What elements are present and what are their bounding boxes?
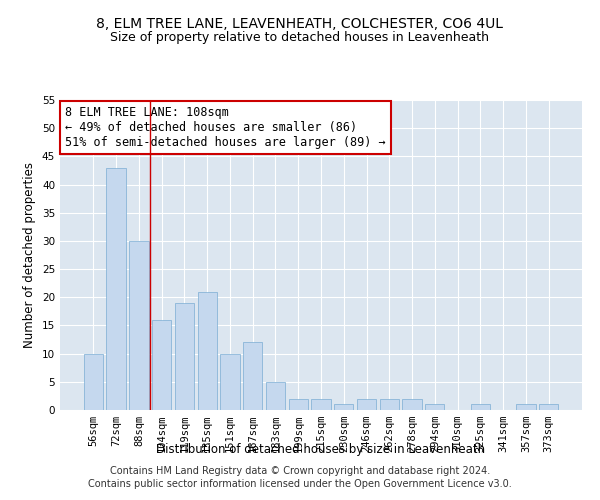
Bar [311,398,331,410]
Bar [516,404,536,410]
Bar [197,292,217,410]
Text: Contains HM Land Registry data © Crown copyright and database right 2024.: Contains HM Land Registry data © Crown c… [110,466,490,476]
Bar [84,354,103,410]
Bar [152,320,172,410]
Bar [380,398,399,410]
Bar [470,404,490,410]
Bar [334,404,353,410]
Text: 8, ELM TREE LANE, LEAVENHEATH, COLCHESTER, CO6 4UL: 8, ELM TREE LANE, LEAVENHEATH, COLCHESTE… [97,18,503,32]
Bar [425,404,445,410]
Bar [266,382,285,410]
Bar [403,398,422,410]
Y-axis label: Number of detached properties: Number of detached properties [23,162,37,348]
Bar [539,404,558,410]
Bar [106,168,126,410]
Text: Size of property relative to detached houses in Leavenheath: Size of property relative to detached ho… [110,31,490,44]
Bar [289,398,308,410]
Bar [175,303,194,410]
Bar [220,354,239,410]
Bar [129,241,149,410]
Text: Contains public sector information licensed under the Open Government Licence v3: Contains public sector information licen… [88,479,512,489]
Text: Distribution of detached houses by size in Leavenheath: Distribution of detached houses by size … [157,442,485,456]
Bar [243,342,262,410]
Text: 8 ELM TREE LANE: 108sqm
← 49% of detached houses are smaller (86)
51% of semi-de: 8 ELM TREE LANE: 108sqm ← 49% of detache… [65,106,386,149]
Bar [357,398,376,410]
